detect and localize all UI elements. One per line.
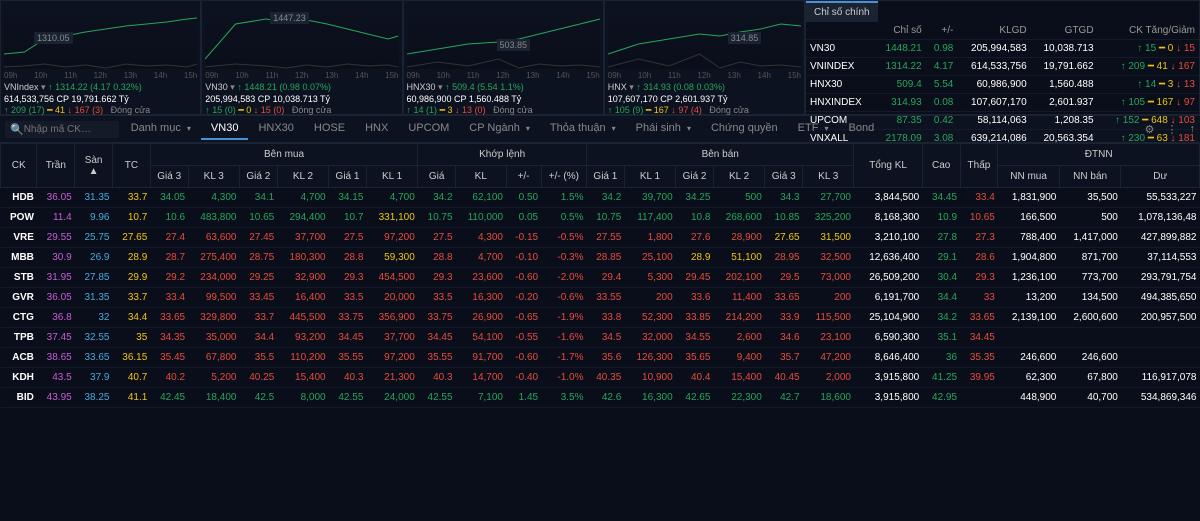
table-row[interactable]: CTG 36.8 32 34.4 33.65329,800 33.7445,50… — [1, 308, 1200, 328]
chart-vnindex[interactable]: 1310.05 09h10h11h12h13h14h15h VNIndex ▾ … — [0, 0, 201, 115]
col-group-buy: Bên mua — [150, 144, 417, 166]
table-row[interactable]: GVR 36.05 31.35 33.7 33.499,500 33.4516,… — [1, 288, 1200, 308]
tab-cp-ngành[interactable]: CP Ngành ▾ — [459, 118, 540, 140]
chart-hnx30[interactable]: 503.85 09h10h11h12h13h14h15h HNX30 ▾ ↑ 5… — [403, 0, 604, 115]
table-row[interactable]: VRE 29.55 25.75 27.65 27.463,600 27.4537… — [1, 228, 1200, 248]
col-tkl[interactable]: Tổng KL — [854, 144, 922, 188]
tab-etf[interactable]: ETF ▾ — [788, 118, 839, 140]
settings-icon[interactable]: ⚙ — [1145, 123, 1155, 136]
search-input[interactable] — [24, 124, 114, 135]
search-box[interactable]: 🔍 — [5, 121, 119, 138]
chart-hnx[interactable]: 314.85 09h10h11h12h13h14h15h HNX ▾ ↑ 314… — [604, 0, 805, 115]
col-thap[interactable]: Thấp — [960, 144, 998, 188]
col-tran[interactable]: Trần — [37, 144, 75, 188]
tab-chứng-quyền[interactable]: Chứng quyền — [701, 118, 788, 140]
chart-value-label: 1447.23 — [270, 12, 309, 24]
col-san[interactable]: Sàn▲ — [75, 144, 113, 188]
chart-name: VNIndex — [4, 82, 39, 92]
tab-hose[interactable]: HOSE — [304, 118, 355, 140]
chevron-down-icon[interactable]: ▾ — [438, 82, 443, 92]
table-row[interactable]: MBB 30.9 26.9 28.9 28.7275,400 28.75180,… — [1, 248, 1200, 268]
tab-bond[interactable]: Bond — [839, 118, 885, 140]
table-row[interactable]: BID 43.95 38.25 41.1 42.4518,400 42.58,0… — [1, 388, 1200, 408]
table-row[interactable]: ACB 38.65 33.65 36.15 35.4567,800 35.511… — [1, 348, 1200, 368]
col-ck[interactable]: CK — [1, 144, 37, 188]
search-icon: 🔍 — [10, 123, 24, 136]
tab-vn30[interactable]: VN30 — [201, 118, 249, 140]
index-row[interactable]: HNXINDEX314.930.08107,607,1702,601.937↑ … — [806, 94, 1199, 112]
index-tab-main[interactable]: Chỉ số chính — [806, 1, 878, 22]
chart-value-label: 503.85 — [497, 39, 531, 51]
tab-phái-sinh[interactable]: Phái sinh ▾ — [626, 118, 701, 140]
table-row[interactable]: HDB 36.05 31.35 33.7 34.054,300 34.14,70… — [1, 188, 1200, 208]
tab-hnx[interactable]: HNX — [355, 118, 398, 140]
index-row[interactable]: VN301448.210.98205,994,58310,038.713↑ 15… — [806, 40, 1199, 58]
col-group-foreign: ĐTNN — [998, 144, 1200, 166]
index-panel: Chỉ số chính Chỉ số +/- KLGD GTGD CK Tăn… — [805, 0, 1200, 115]
chart-value-label: 314.85 — [728, 32, 762, 44]
chart-value-label: 1310.05 — [34, 32, 73, 44]
col-tc[interactable]: TC — [113, 144, 151, 188]
stock-table: CK Trần Sàn▲ TC Bên mua Khớp lệnh Bên bá… — [0, 143, 1200, 408]
chevron-down-icon[interactable]: ▾ — [230, 82, 235, 92]
index-row[interactable]: VNINDEX1314.224.17614,533,75619,791.662↑… — [806, 58, 1199, 76]
tab-thỏa-thuận[interactable]: Thỏa thuận ▾ — [540, 118, 626, 140]
col-group-match: Khớp lệnh — [418, 144, 587, 166]
chevron-down-icon[interactable]: ▾ — [41, 82, 46, 92]
tab-danh-mục[interactable]: Danh mục ▾ — [121, 118, 201, 140]
col-group-sell: Bên bán — [586, 144, 853, 166]
table-row[interactable]: STB 31.95 27.85 29.9 29.2234,000 29.2532… — [1, 268, 1200, 288]
up-arrow-icon[interactable]: ↑ — [1190, 123, 1196, 136]
chevron-down-icon[interactable]: ▾ — [629, 82, 634, 92]
col-cao[interactable]: Cao — [922, 144, 960, 188]
tab-upcom[interactable]: UPCOM — [398, 118, 459, 140]
table-row[interactable]: KDH 43.5 37.9 40.7 40.25,200 40.2515,400… — [1, 368, 1200, 388]
time-axis: 09h10h11h12h13h14h15h — [4, 71, 197, 80]
table-row[interactable]: TPB 37.45 32.55 35 34.3535,000 34.493,20… — [1, 328, 1200, 348]
menu-icon[interactable]: ⋮ — [1167, 123, 1178, 136]
chart-vn30[interactable]: 1447.23 09h10h11h12h13h14h15h VN30 ▾ ↑ 1… — [201, 0, 402, 115]
index-row[interactable]: HNX30509.45.5460,986,9001,560.488↑ 14 ━ … — [806, 76, 1199, 94]
table-row[interactable]: POW 11.4 9.96 10.7 10.6483,800 10.65294,… — [1, 208, 1200, 228]
tab-hnx30[interactable]: HNX30 — [248, 118, 303, 140]
